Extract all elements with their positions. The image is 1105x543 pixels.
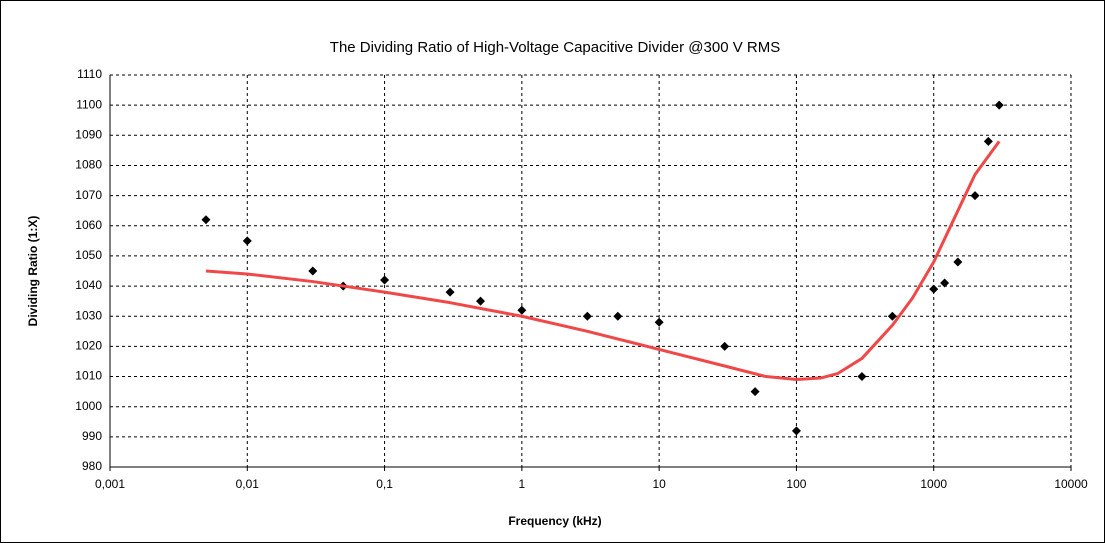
x-tick-label: 10000 [1054,477,1088,491]
x-tick-label: 1 [519,477,526,491]
trend-line [205,140,1001,382]
y-tick-label: 990 [82,429,102,443]
y-tick-label: 1030 [75,308,102,322]
data-point [308,266,318,276]
y-tick-label: 1110 [77,67,102,81]
y-tick-label: 1080 [75,158,102,172]
y-tick-label: 980 [82,459,102,473]
y-tick-label: 1050 [75,248,102,262]
data-point [201,215,211,225]
data-point [517,305,527,315]
x-tick-label: 0,01 [236,477,260,491]
x-tick-label: 0,001 [95,477,125,491]
y-tick-label: 1010 [75,369,102,383]
y-tick-label: 1090 [75,127,102,141]
data-point [940,278,950,288]
data-point [791,426,801,436]
data-point [582,311,592,321]
data-point [445,287,455,297]
x-axis-label: Frequency (kHz) [508,514,601,528]
x-tick-label: 100 [786,477,806,491]
data-point [887,311,897,321]
data-point [983,136,993,146]
y-axis-label: Dividing Ratio (1:X) [26,216,40,327]
y-tick-label: 1070 [75,188,102,202]
x-tick-label: 0,1 [376,477,393,491]
data-point [953,257,963,267]
data-point [929,284,939,294]
data-point [242,236,252,246]
data-point [380,275,390,285]
y-tick-label: 1060 [75,218,102,232]
data-point [970,191,980,201]
data-point [613,311,623,321]
y-tick-label: 1040 [75,278,102,292]
data-point [994,100,1004,110]
data-point [476,296,486,306]
x-tick-label: 10 [652,477,666,491]
data-point [750,387,760,397]
data-point [720,341,730,351]
y-tick-label: 1020 [75,339,102,353]
y-tick-label: 1100 [76,97,102,111]
data-point [857,372,867,382]
chart-title: The Dividing Ratio of High-Voltage Capac… [330,39,780,56]
y-tick-label: 1000 [75,399,102,413]
data-point [654,317,664,327]
x-tick-label: 1000 [920,477,947,491]
